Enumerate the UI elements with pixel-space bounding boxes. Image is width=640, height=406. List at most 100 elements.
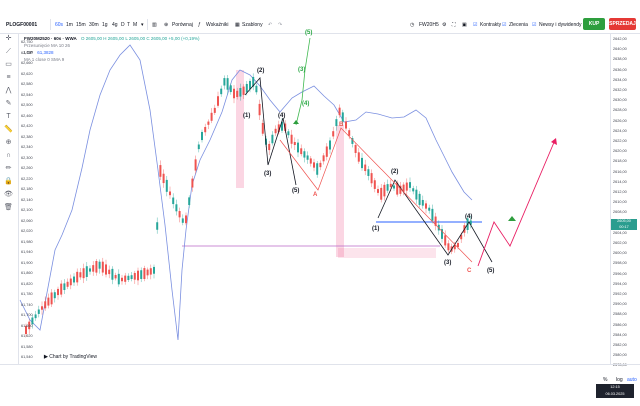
candle-body xyxy=(412,188,415,192)
right-scale-label: 2602,00 xyxy=(613,241,627,245)
rectangle-icon[interactable]: ▭ xyxy=(5,61,12,68)
ruler-icon[interactable]: 📏 xyxy=(4,126,13,133)
pattern-icon[interactable]: ⋀ xyxy=(5,87,12,94)
interval-15m[interactable]: 15m xyxy=(76,22,86,28)
contract-label[interactable]: Kontrakty xyxy=(480,22,502,28)
fib-icon[interactable]: ≡ xyxy=(6,74,11,81)
wave-label-c: C xyxy=(467,268,472,274)
green-arrow-icon xyxy=(293,120,299,124)
trendline-icon[interactable]: ⟋ xyxy=(6,48,11,55)
candle-body xyxy=(431,208,434,221)
system-clock: 12:15 06.03.2025 xyxy=(596,384,634,398)
undo-icon[interactable]: ↶ xyxy=(268,22,273,28)
pencil-icon[interactable]: ✏ xyxy=(5,165,12,172)
interval-4g[interactable]: 4g xyxy=(112,22,118,28)
symbol-search[interactable]: PLOGF00001 xyxy=(6,22,38,28)
right-scale-label: 2626,00 xyxy=(613,118,627,123)
sell-button[interactable]: SPRZEDAJ xyxy=(609,18,636,30)
candle-body xyxy=(258,103,261,116)
orders-checkbox-icon[interactable]: ☑ xyxy=(502,22,507,28)
candle-body xyxy=(354,145,357,153)
candle-body xyxy=(399,185,402,194)
candle-body xyxy=(402,184,405,192)
tradingview-logo-icon: ▶ xyxy=(44,354,48,360)
bottom-bar xyxy=(0,364,640,406)
crosshair-icon[interactable]: ✛ xyxy=(5,35,12,42)
news-checkbox-icon[interactable]: ☑ xyxy=(532,22,537,28)
contract-checkbox-icon[interactable]: ☑ xyxy=(473,22,478,28)
news-label[interactable]: Newsy i dywidendy xyxy=(539,22,582,28)
right-scale-label: 2612,00 xyxy=(613,190,627,194)
candle-body xyxy=(274,128,277,134)
candle-body xyxy=(130,275,133,279)
compare-button[interactable]: Porównaj xyxy=(172,22,193,28)
candle-body xyxy=(111,268,114,280)
interval-d[interactable]: D xyxy=(121,22,125,28)
legend-indicator-2-value: 61,3828 xyxy=(37,50,54,55)
candle-body xyxy=(466,218,469,230)
indicators-button[interactable]: Wskaźniki xyxy=(206,22,229,28)
settings-gear-icon[interactable]: ⚙ xyxy=(442,22,447,28)
ticker-select[interactable]: FW20H5 xyxy=(419,22,439,28)
candle-body xyxy=(316,163,319,175)
ma-line xyxy=(19,44,473,341)
candle-body xyxy=(133,272,136,280)
candle-body xyxy=(34,314,37,319)
lock-icon[interactable]: 🔒 xyxy=(4,178,13,185)
percent-toggle[interactable]: % xyxy=(603,377,608,383)
buy-button[interactable]: KUP xyxy=(583,18,605,30)
templates-button[interactable]: Szablony xyxy=(242,22,263,28)
eye-icon[interactable]: 👁 xyxy=(4,191,13,198)
interval-30m[interactable]: 30m xyxy=(89,22,99,28)
candle-body xyxy=(421,199,424,206)
candle-body xyxy=(63,283,66,291)
projection-path xyxy=(477,139,556,267)
candle-body xyxy=(386,184,389,191)
fullscreen-icon[interactable]: ⛶ xyxy=(452,22,456,28)
candle-body xyxy=(76,271,79,283)
redo-icon[interactable]: ↷ xyxy=(278,22,283,28)
candle-body xyxy=(105,264,107,275)
right-price-scale[interactable] xyxy=(610,34,640,364)
candle-body xyxy=(425,203,427,209)
candle-body xyxy=(345,121,347,129)
trash-icon[interactable]: 🗑 xyxy=(4,204,13,211)
orders-label[interactable]: Zlecenia xyxy=(509,22,528,28)
camera-icon[interactable]: ▣ xyxy=(462,22,467,28)
interval-m[interactable]: M xyxy=(133,22,138,28)
chevron-down-icon[interactable]: ▾ xyxy=(141,22,144,28)
candle-body xyxy=(271,134,274,144)
left-scale-label: 61,540 xyxy=(21,355,33,359)
candle-body xyxy=(140,270,143,279)
zoom-in-icon[interactable]: ⊕ xyxy=(5,139,12,146)
right-scale-label: 2588,00 xyxy=(613,312,627,317)
magnet-icon[interactable]: ∩ xyxy=(5,152,12,159)
candle-body xyxy=(127,275,130,281)
left-scale-label: 62,540 xyxy=(21,92,33,97)
interval-1g[interactable]: 1g xyxy=(102,22,108,28)
wave-label-2-second: (2) xyxy=(391,169,399,175)
interval-60s[interactable]: 60s xyxy=(55,22,64,28)
brush-icon[interactable]: ✎ xyxy=(5,100,12,107)
candle-body xyxy=(281,121,283,131)
wave-path xyxy=(377,179,493,263)
candle-body xyxy=(367,169,370,176)
interval-1m[interactable]: 1m xyxy=(66,22,73,28)
wave-path xyxy=(244,77,297,186)
candle-body xyxy=(242,86,245,95)
auto-toggle[interactable]: auto xyxy=(627,377,637,383)
legend-symbol[interactable]: FW20M2520 · 60s · WWA xyxy=(24,36,77,41)
candles-icon[interactable]: ▥ xyxy=(152,22,157,28)
current-price-value: 2605,00 xyxy=(617,219,631,223)
interval-t[interactable]: T xyxy=(127,22,131,28)
candle-body xyxy=(460,234,463,240)
candle-body xyxy=(249,80,251,90)
clock-icon: ◷ xyxy=(410,22,415,28)
candle-body xyxy=(92,265,95,272)
log-toggle[interactable]: log xyxy=(616,377,623,383)
candle-body xyxy=(450,246,453,252)
text-icon[interactable]: T xyxy=(6,113,11,120)
right-scale-label: 2642,00 xyxy=(613,37,627,41)
tradingview-brand[interactable]: ▶ Chart by TradingView xyxy=(44,354,97,360)
